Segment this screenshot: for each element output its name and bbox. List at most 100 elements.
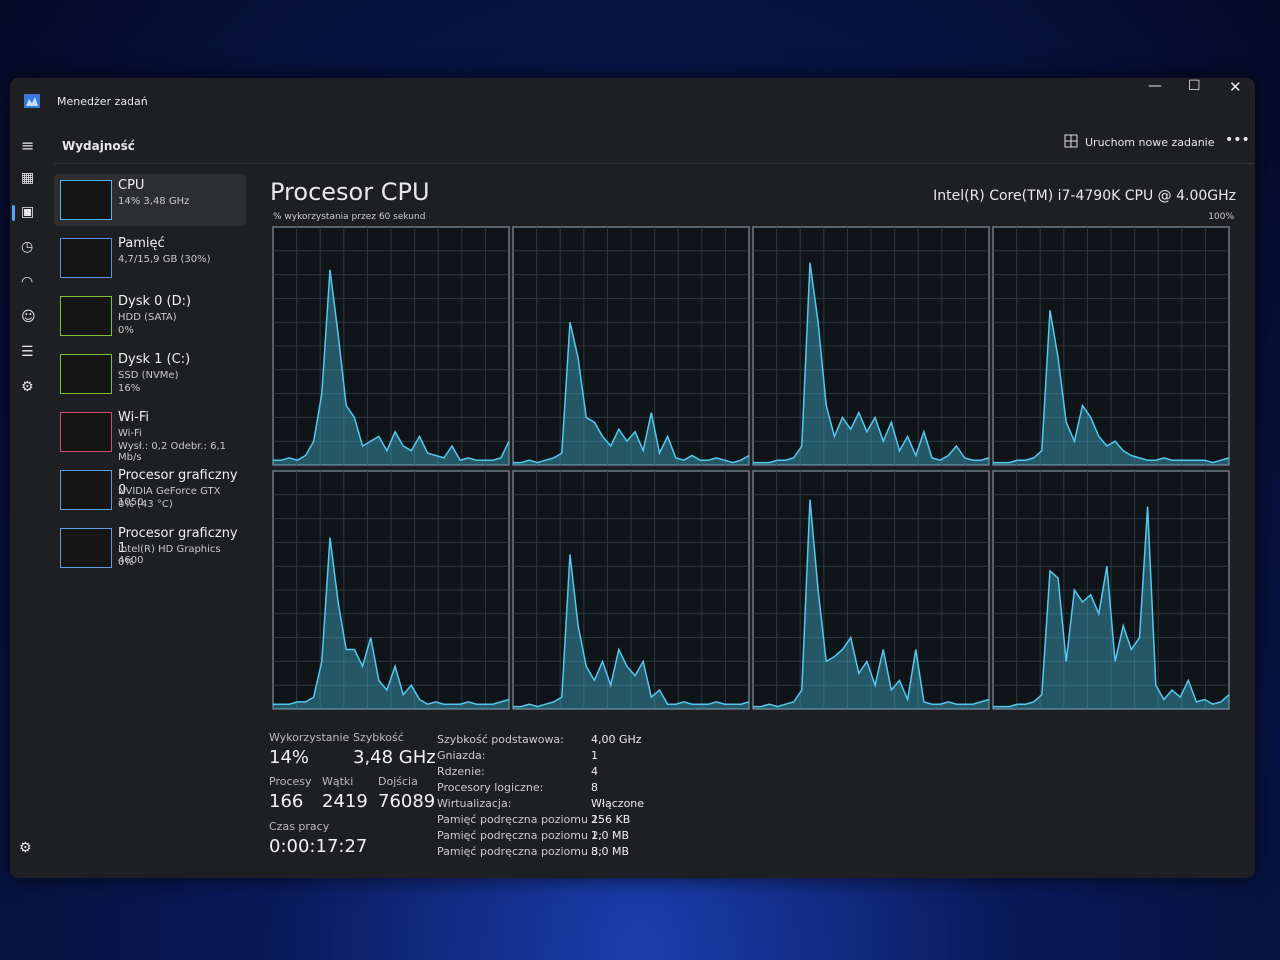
- stat-label: Procesy: [269, 775, 312, 788]
- nav-details[interactable]: ☰: [21, 344, 34, 360]
- sidebar-thumbnail: [60, 528, 112, 568]
- detail-value: 4,00 GHz: [591, 733, 642, 746]
- detail-value: 4: [591, 765, 598, 778]
- stat-label: Wątki: [322, 775, 354, 788]
- sidebar-detail: SSD (NVMe): [118, 370, 179, 381]
- core-usage-line: [753, 262, 990, 464]
- cpu-model: Intel(R) Core(TM) i7-4790K CPU @ 4.00GHz: [933, 188, 1236, 204]
- core-usage-area: [273, 269, 509, 465]
- window-title: Menedżer zadań: [57, 95, 148, 108]
- nav-users[interactable]: ☺: [21, 309, 36, 325]
- core-usage-line: [273, 269, 510, 462]
- detail-label: Wirtualizacja:: [437, 797, 512, 810]
- maximize-button[interactable]: ☐: [1188, 78, 1201, 94]
- stat-label: Dojścia: [378, 775, 418, 788]
- graph-label: % wykorzystania przez 60 sekund: [273, 212, 426, 222]
- core-usage-area: [753, 262, 989, 465]
- detail-label: Pamięć podręczna poziomu 1:: [437, 813, 603, 826]
- sidebar-detail: 4,7/15,9 GB (30%): [118, 254, 211, 265]
- cpu-title: Procesor CPU: [270, 178, 430, 206]
- stat-value: 3,48 GHz: [353, 747, 436, 768]
- nav-startup[interactable]: ◠: [21, 274, 34, 290]
- core-graphs: [272, 226, 1230, 710]
- sidebar-thumbnail: [60, 180, 112, 220]
- detail-label: Gniazda:: [437, 749, 486, 762]
- core-usage-area: [513, 322, 749, 465]
- app-icon: [24, 94, 40, 108]
- sidebar-name: Wi-Fi: [118, 410, 150, 425]
- sidebar-detail: Intel(R) HD Graphics 4600: [118, 544, 221, 566]
- stat-label: Szybkość: [353, 731, 404, 744]
- sidebar-thumbnail: [60, 296, 112, 336]
- detail-value: 1,0 MB: [591, 829, 630, 842]
- core-usage-area: [753, 499, 989, 709]
- nav-processes[interactable]: ▦: [21, 170, 35, 186]
- sidebar-name: Dysk 1 (C:): [118, 352, 191, 367]
- sidebar-thumbnail: [60, 412, 112, 452]
- sidebar-item[interactable]: Wi-Fi Wi-Fi Wysł.: 0,2 Odebr.: 6,1 Mb/s: [54, 406, 246, 463]
- stat-value: 0:00:17:27: [269, 836, 368, 857]
- nav-history[interactable]: ◷: [21, 239, 34, 255]
- sidebar-name: Dysk 0 (D:): [118, 294, 192, 309]
- sidebar-detail: HDD (SATA): [118, 312, 177, 323]
- nav-performance[interactable]: ▣: [21, 204, 35, 220]
- detail-value: 8: [591, 781, 598, 794]
- page-title: Wydajność: [62, 139, 135, 153]
- core-usage-line: [273, 537, 510, 706]
- sidebar-detail: 0% (43 °C): [118, 499, 173, 510]
- sidebar-name: Pamięć: [118, 236, 165, 251]
- nav-indicator: [12, 205, 15, 221]
- sidebar-thumbnail: [60, 470, 112, 510]
- detail-label: Rdzenie:: [437, 765, 485, 778]
- new-task-icon: [1064, 134, 1078, 148]
- minimize-button[interactable]: —: [1148, 78, 1162, 94]
- nav-services[interactable]: ⚙: [21, 379, 34, 395]
- nav-menu[interactable]: ≡: [21, 136, 35, 155]
- sidebar-detail: Wi-Fi: [118, 428, 142, 439]
- core-usage-area: [273, 537, 509, 709]
- sidebar-thumbnail: [60, 354, 112, 394]
- sidebar-item[interactable]: Dysk 0 (D:) HDD (SATA) 0%: [54, 290, 246, 342]
- detail-label: Pamięć podręczna poziomu 3:: [437, 845, 603, 858]
- detail-label: Pamięć podręczna poziomu 2:: [437, 829, 603, 842]
- detail-value: Włączone: [591, 797, 645, 810]
- detail-value: 1: [591, 749, 598, 762]
- sidebar-detail: 0%: [118, 325, 134, 336]
- core-usage-line: [753, 499, 990, 708]
- sidebar-item[interactable]: CPU 14% 3,48 GHz: [54, 174, 246, 226]
- graph-scale-label: 100%: [1208, 212, 1234, 222]
- sidebar-detail: 16%: [118, 383, 141, 394]
- sidebar-name: Procesor graficzny 0: [118, 468, 238, 498]
- sidebar-item[interactable]: Dysk 1 (C:) SSD (NVMe) 16%: [54, 348, 246, 400]
- sidebar-detail: NVIDIA GeForce GTX 1050: [118, 486, 221, 508]
- close-button[interactable]: ✕: [1229, 78, 1242, 96]
- stat-value: 166: [269, 791, 304, 812]
- sidebar-detail: 14% 3,48 GHz: [118, 196, 190, 207]
- sidebar-thumbnail: [60, 238, 112, 278]
- core-usage-line: [513, 322, 750, 464]
- detail-value: 256 KB: [591, 813, 631, 826]
- core-usage-line: [513, 554, 750, 708]
- stat-label: Wykorzystanie: [269, 731, 350, 744]
- stat-label: Czas pracy: [269, 820, 330, 833]
- nav-settings[interactable]: ⚙: [19, 840, 32, 856]
- core-usage-area: [513, 554, 749, 709]
- sidebar-item[interactable]: Procesor graficzny 1 Intel(R) HD Graphics…: [54, 522, 246, 574]
- sidebar-item[interactable]: Procesor graficzny 0 NVIDIA GeForce GTX 1…: [54, 464, 246, 516]
- core-usage-area: [993, 506, 1229, 709]
- new-task-button[interactable]: Uruchom nowe zadanie: [1085, 136, 1215, 149]
- core-usage-area: [993, 310, 1229, 465]
- sidebar-item[interactable]: Pamięć 4,7/15,9 GB (30%): [54, 232, 246, 284]
- stat-value: 76089: [378, 791, 436, 812]
- stat-value: 2419: [322, 791, 368, 812]
- sidebar-detail: Wysł.: 0,2 Odebr.: 6,1 Mb/s: [118, 441, 227, 463]
- header-divider: [54, 163, 1254, 164]
- detail-value: 8,0 MB: [591, 845, 630, 858]
- core-usage-line: [993, 310, 1230, 464]
- core-usage-line: [993, 506, 1230, 708]
- more-button[interactable]: •••: [1225, 132, 1250, 148]
- detail-label: Procesory logiczne:: [437, 781, 544, 794]
- sidebar-name: Procesor graficzny 1: [118, 526, 238, 556]
- sidebar-detail: 0%: [118, 557, 134, 568]
